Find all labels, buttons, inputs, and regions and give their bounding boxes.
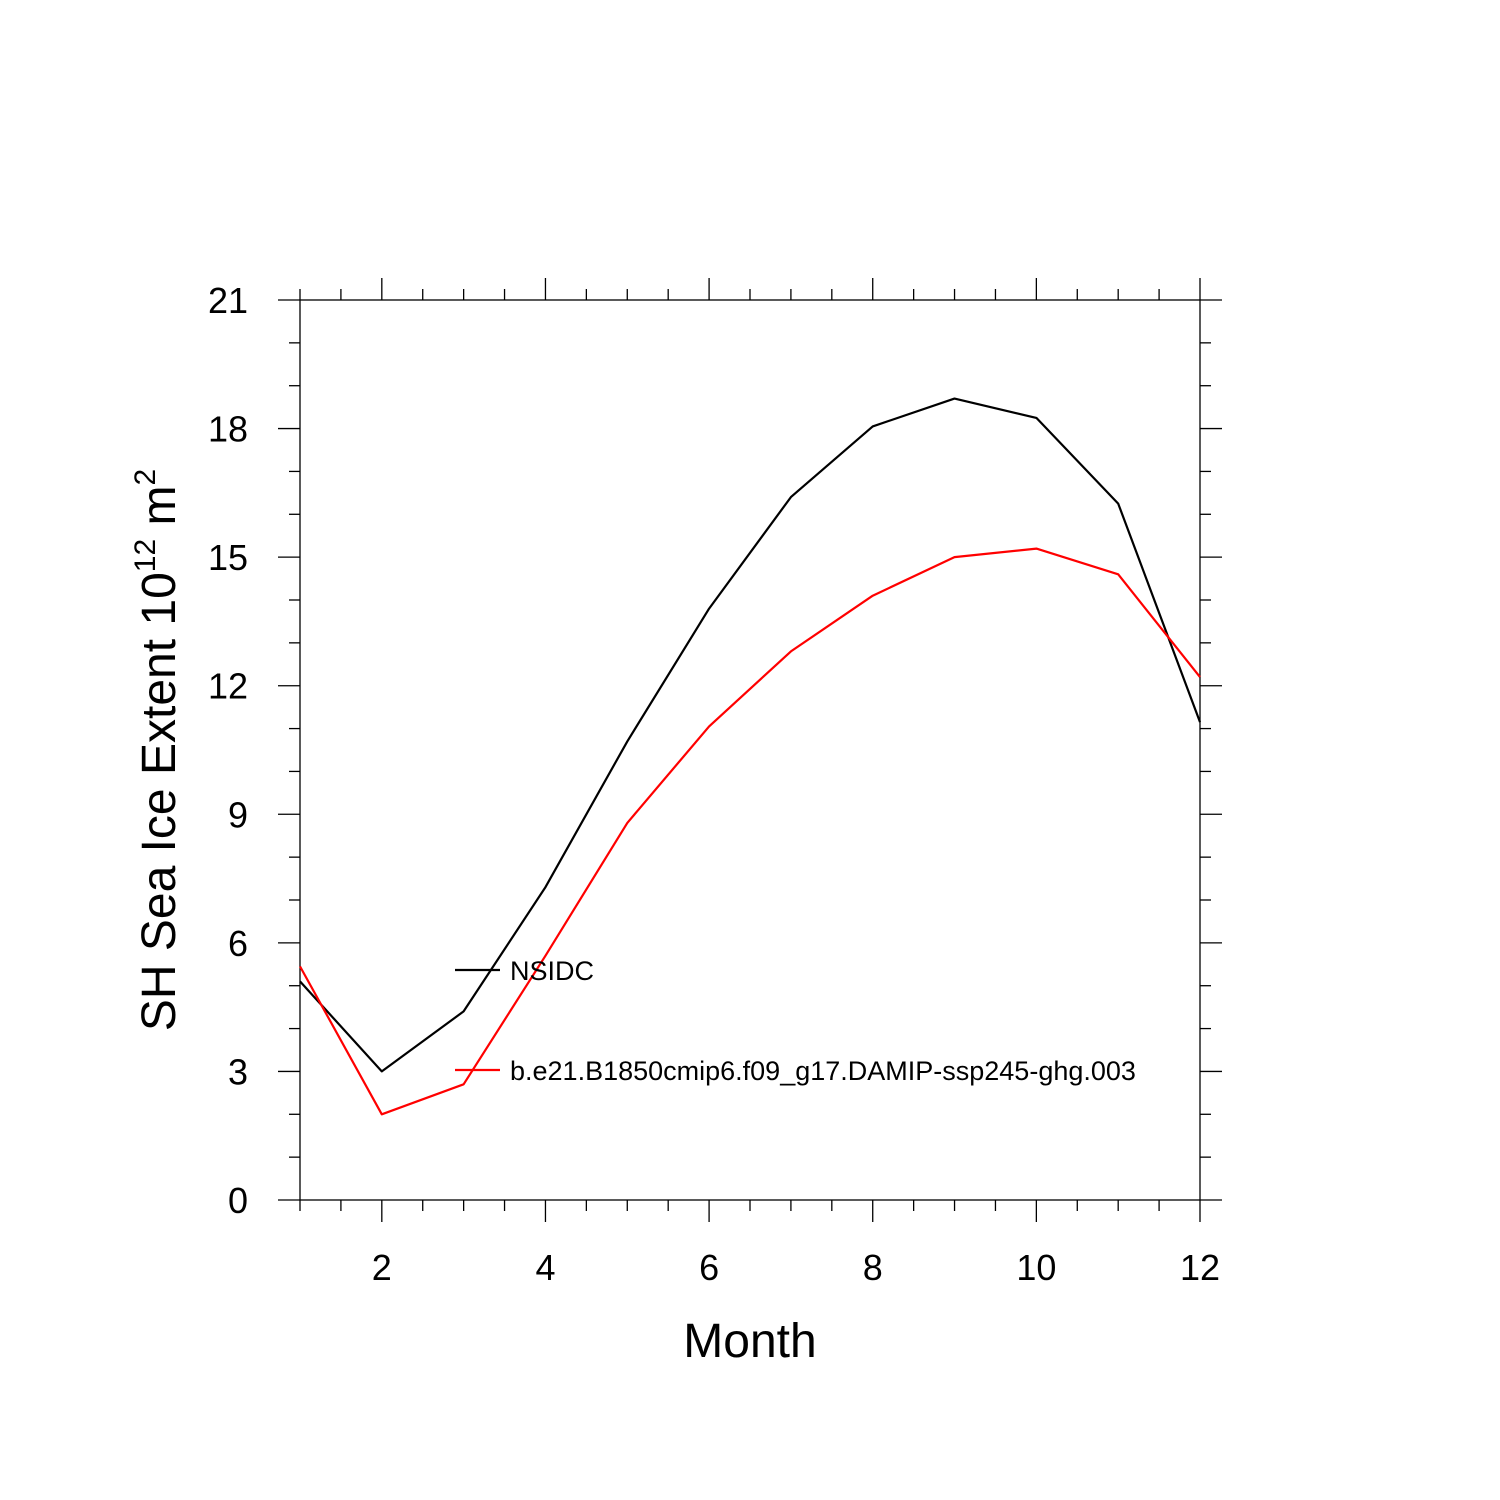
y-tick-label: 18 (208, 409, 248, 450)
legend-label-model: b.e21.B1850cmip6.f09_g17.DAMIP-ssp245-gh… (510, 1056, 1136, 1086)
y-tick-label: 9 (228, 794, 248, 835)
x-tick-label: 4 (535, 1247, 555, 1288)
legend-label-nsidc: NSIDC (510, 956, 594, 986)
series-line-0 (299, 397, 1202, 1073)
x-tick-label: 2 (372, 1247, 392, 1288)
x-tick-label: 10 (1016, 1247, 1056, 1288)
x-tick-label: 12 (1180, 1247, 1220, 1288)
y-tick-label: 15 (208, 537, 248, 578)
y-tick-label: 3 (228, 1051, 248, 1092)
y-tick-label: 6 (228, 923, 248, 964)
axis-tick-labels: 2 4 6 8 10 12 0 3 6 9 12 15 18 21 (208, 280, 1220, 1288)
y-axis-title: SH Sea Ice Extent 1012 m2 (129, 469, 186, 1031)
legend: NSIDC b.e21.B1850cmip6.f09_g17.DAMIP-ssp… (455, 956, 1136, 1086)
x-axis-title: Month (683, 1315, 816, 1368)
series-lines (299, 397, 1202, 1116)
x-tick-label: 8 (863, 1247, 883, 1288)
y-tick-label: 12 (208, 666, 248, 707)
y-tick-label: 0 (228, 1180, 248, 1221)
x-tick-label: 6 (699, 1247, 719, 1288)
y-tick-label: 21 (208, 280, 248, 321)
series-line-1 (299, 547, 1201, 1116)
axis-ticks (278, 278, 1222, 1222)
